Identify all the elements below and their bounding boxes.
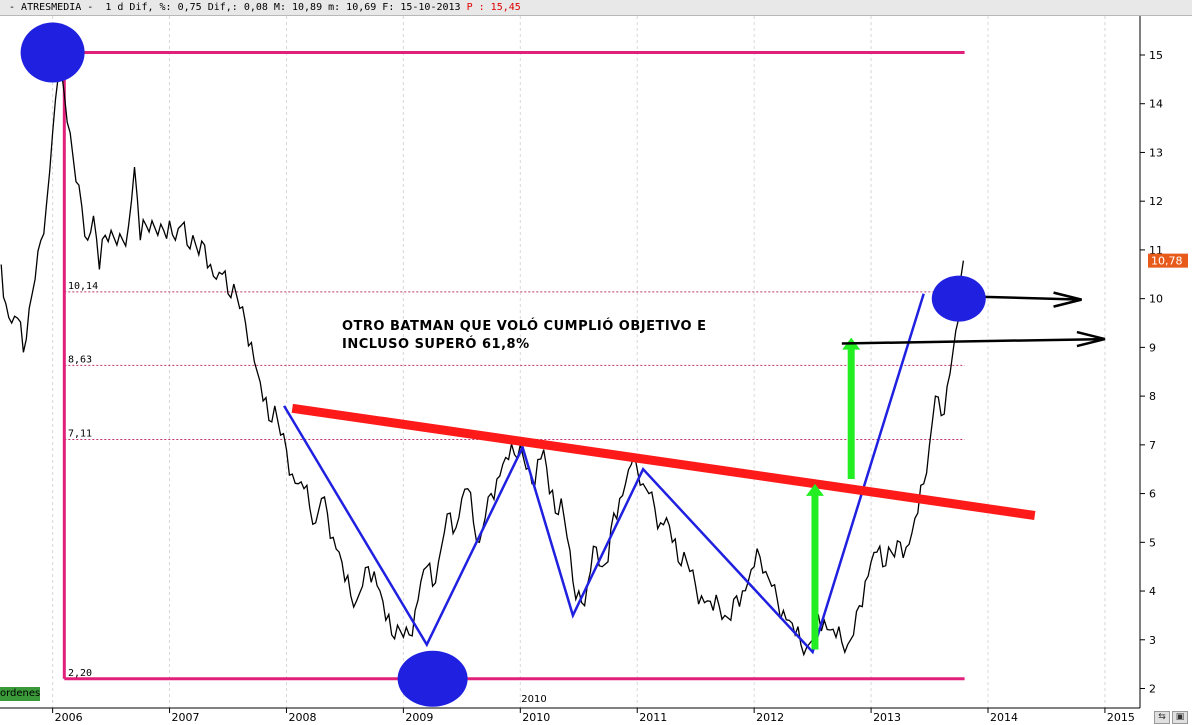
- zoom-icon[interactable]: ▣: [1172, 711, 1188, 724]
- plot-area: [0, 16, 1140, 708]
- green-arrow-1-head: [805, 483, 824, 496]
- y-tick-label-9: 9: [1149, 341, 1156, 354]
- x-tick-label-2014: 2014: [990, 711, 1018, 724]
- y-tick-label-7: 7: [1149, 439, 1156, 452]
- low-marker-icon: [397, 650, 468, 707]
- y-tick-label-6: 6: [1149, 488, 1156, 501]
- low-value-label: 2,20: [68, 668, 92, 679]
- breakout-marker-icon: [931, 275, 986, 322]
- y-tick-label-10: 10: [1149, 293, 1163, 306]
- y-tick-label-12: 12: [1149, 195, 1163, 208]
- x-tick-label-2006: 2006: [55, 711, 83, 724]
- grid-lines: [0, 16, 1140, 708]
- target-arrow-lower-head: [1076, 330, 1106, 348]
- fib-label-0: 10,14: [68, 281, 98, 292]
- annotation-line-2: INCLUSO SUPERÓ 61,8%: [342, 336, 530, 352]
- y-tick-label-4: 4: [1149, 585, 1156, 598]
- x-tick-label-2009: 2009: [405, 711, 433, 724]
- scroll-controls: ⇆ ▣: [1150, 709, 1192, 725]
- y-tick-label-8: 8: [1149, 390, 1156, 403]
- y-tick-label-15: 15: [1149, 49, 1163, 62]
- x-tick-label-2013: 2013: [873, 711, 901, 724]
- last-price-label: 10,78: [1151, 255, 1183, 268]
- range-frame: 2,20: [62, 51, 965, 681]
- y-tick-label-3: 3: [1149, 634, 1156, 647]
- x-tick-label-2012: 2012: [756, 711, 784, 724]
- chart-header: - ATRESMEDIA - 1 d Dif, %: 0,75 Dif,: 0,…: [0, 0, 1192, 16]
- x-tick-label-2015: 2015: [1107, 711, 1135, 724]
- scroll-left-icon[interactable]: ⇆: [1154, 711, 1170, 724]
- target-arrow-upper-head: [1053, 291, 1082, 308]
- x-tick-label-2007: 2007: [172, 711, 200, 724]
- annotation-line-1: OTRO BATMAN QUE VOLÓ CUMPLIÓ OBJETIVO E: [342, 318, 706, 334]
- fibonacci-levels: 10,14 8,63 7,11: [64, 281, 965, 440]
- last-price-tag: [1148, 253, 1188, 268]
- y-tick-label-2: 2: [1149, 683, 1156, 696]
- orders-tab[interactable]: ordenes: [0, 687, 40, 701]
- high-marker-icon: [20, 22, 85, 83]
- x-tick-label-2011: 2011: [639, 711, 667, 724]
- y-tick-label-14: 14: [1149, 98, 1163, 111]
- y-tick-label-5: 5: [1149, 536, 1156, 549]
- x-mid-label: 2010: [521, 694, 546, 705]
- header-price-text: P : 15,45: [466, 2, 521, 13]
- fib-label-2: 7,11: [68, 428, 92, 439]
- fib-label-1: 8,63: [68, 354, 92, 365]
- chart-annotation: OTRO BATMAN QUE VOLÓ CUMPLIÓ OBJETIVO E …: [342, 318, 706, 352]
- trend-drawings: [20, 22, 1106, 707]
- y-tick-label-13: 13: [1149, 146, 1163, 159]
- neckline: [291, 403, 1036, 520]
- header-info-text: - ATRESMEDIA - 1 d Dif, %: 0,75 Dif,: 0,…: [3, 2, 467, 13]
- x-tick-label-2008: 2008: [288, 711, 316, 724]
- x-tick-label-2010: 2010: [522, 711, 550, 724]
- target-arrow-lower-shaft: [841, 337, 1105, 345]
- zigzag-pattern: [283, 293, 925, 655]
